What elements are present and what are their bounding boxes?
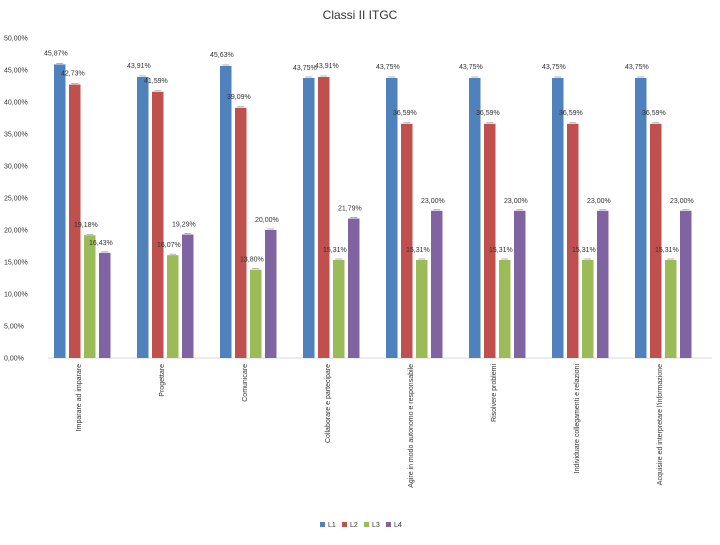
bar-l2 — [401, 123, 413, 358]
data-label-l3: 13,80% — [240, 257, 264, 264]
data-label-l4: 23,00% — [670, 198, 694, 205]
bar-l3 — [665, 260, 677, 358]
data-label-l1: 43,75% — [542, 64, 566, 71]
data-label-l4: 16,43% — [89, 240, 113, 247]
bar-l2 — [567, 123, 579, 358]
legend-label-l2: L2 — [350, 522, 358, 529]
bar-l2 — [484, 123, 496, 358]
data-label-l1: 43,91% — [127, 63, 151, 70]
data-label-l4: 23,00% — [504, 198, 528, 205]
y-tick-label: 5,00% — [4, 324, 24, 331]
data-label-l4: 20,00% — [255, 217, 279, 224]
data-label-l3: 15,31% — [406, 247, 430, 254]
y-tick-label: 35,00% — [4, 132, 28, 139]
data-label-l2: 43,91% — [315, 63, 339, 70]
data-label-l4: 21,79% — [338, 206, 362, 213]
y-tick-label: 0,00% — [4, 356, 24, 363]
bar-l4 — [597, 210, 609, 358]
bar-l2 — [69, 84, 81, 358]
y-tick-label: 45,00% — [4, 68, 28, 75]
data-label-l2: 36,59% — [476, 110, 500, 117]
data-label-l3: 15,31% — [323, 247, 347, 254]
bar-l1 — [386, 78, 398, 358]
bar-l1 — [220, 65, 232, 358]
y-tick-label: 10,00% — [4, 292, 28, 299]
bar-l4 — [348, 218, 360, 358]
bar-l1 — [469, 78, 481, 358]
y-tick-label: 50,00% — [4, 36, 28, 43]
category-label: Comunicare — [242, 364, 249, 402]
data-label-l1: 45,63% — [210, 52, 234, 59]
bar-l1 — [552, 78, 564, 358]
data-label-l3: 15,31% — [489, 247, 513, 254]
legend-label-l4: L4 — [394, 522, 402, 529]
data-label-l3: 16,07% — [157, 242, 181, 249]
bar-l1 — [303, 78, 315, 358]
y-tick-label: 15,00% — [4, 260, 28, 267]
bar-l4 — [265, 230, 277, 358]
category-label: Collaborare e partecipare — [325, 364, 332, 443]
data-label-l2: 36,59% — [642, 110, 666, 117]
data-label-l1: 45,87% — [44, 50, 68, 57]
data-label-l1: 43,75% — [625, 64, 649, 71]
data-label-l2: 39,09% — [227, 94, 251, 101]
bar-l4 — [514, 210, 526, 358]
y-tick-label: 40,00% — [4, 100, 28, 107]
category-label: Acquisire ed interpretare l'informazione — [657, 364, 664, 485]
bar-l3 — [499, 260, 511, 358]
bar-l4 — [680, 210, 692, 358]
data-label-l2: 41,59% — [144, 78, 168, 85]
category-label: Imparare ad imparare — [76, 364, 83, 431]
data-label-l1: 43,75% — [376, 64, 400, 71]
legend-label-l3: L3 — [372, 522, 380, 529]
data-label-l1: 43,75% — [293, 65, 317, 72]
bar-l1 — [137, 76, 149, 358]
bar-l3 — [250, 269, 262, 358]
data-label-l4: 19,29% — [172, 222, 196, 229]
bar-l3 — [582, 260, 594, 358]
bar-l3 — [167, 255, 179, 358]
bar-l2 — [152, 91, 164, 358]
chart-title: Classi II ITGC — [322, 8, 398, 22]
legend-swatch-l2 — [342, 522, 347, 527]
data-label-l4: 23,00% — [587, 198, 611, 205]
data-label-l2: 36,59% — [393, 110, 417, 117]
bar-l3 — [416, 260, 428, 358]
category-label: Individuare collegamenti e relazioni — [574, 364, 581, 474]
y-tick-label: 25,00% — [4, 196, 28, 203]
data-label-l3: 15,31% — [572, 247, 596, 254]
data-label-l3: 19,18% — [74, 222, 98, 229]
legend-swatch-l3 — [364, 522, 369, 527]
category-label: Progettare — [159, 364, 166, 397]
bar-l1 — [635, 78, 647, 358]
category-label: Agire in modo autonomo e responsabile — [408, 364, 415, 488]
data-label-l2: 36,59% — [559, 110, 583, 117]
legend-swatch-l4 — [386, 522, 391, 527]
y-tick-label: 20,00% — [4, 228, 28, 235]
bar-l2 — [318, 76, 330, 358]
bar-l3 — [84, 235, 96, 358]
data-label-l3: 15,31% — [655, 247, 679, 254]
legend-swatch-l1 — [320, 522, 325, 527]
legend-label-l1: L1 — [328, 522, 336, 529]
bar-l2 — [650, 123, 662, 358]
bar-l4 — [99, 252, 111, 358]
data-label-l4: 23,00% — [421, 198, 445, 205]
data-label-l1: 43,75% — [459, 64, 483, 71]
category-label: Risolvere problemi — [491, 364, 498, 422]
bar-l3 — [333, 260, 345, 358]
data-label-l2: 42,73% — [61, 71, 85, 78]
bar-l2 — [235, 107, 247, 358]
bar-l4 — [182, 234, 194, 358]
bar-l4 — [431, 210, 443, 358]
bar-l1 — [54, 64, 66, 358]
y-tick-label: 30,00% — [4, 164, 28, 171]
